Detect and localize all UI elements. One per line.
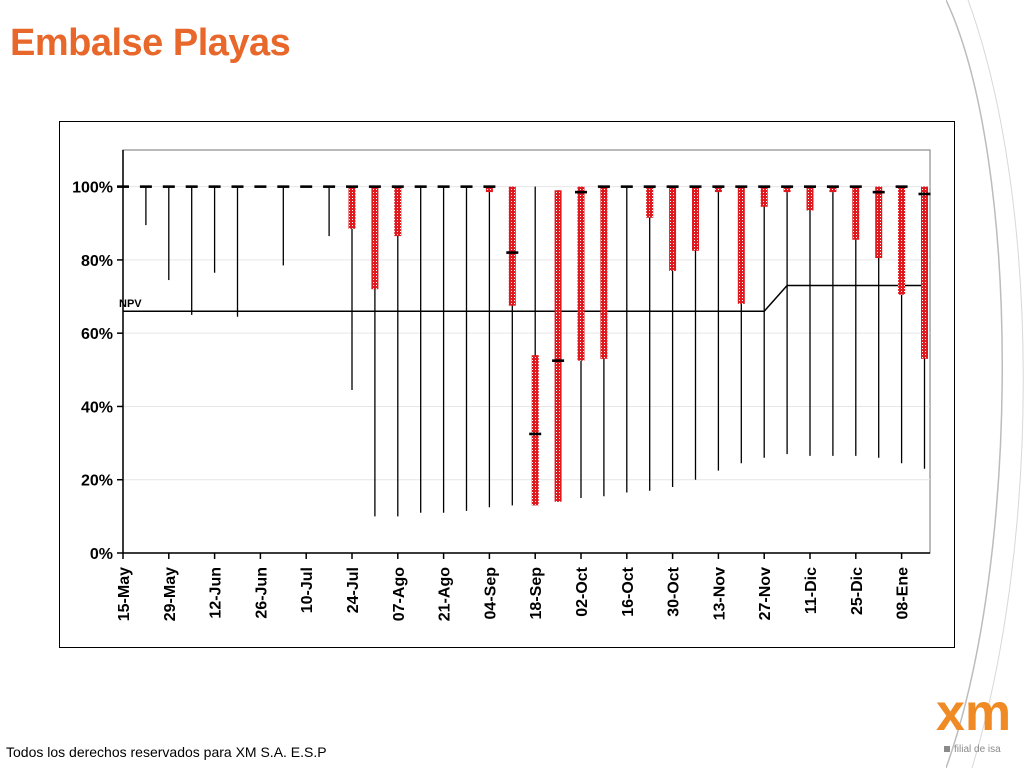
projected-range-bar (348, 186, 356, 229)
projected-range-bar (531, 355, 539, 506)
projected-range-bar (783, 186, 791, 193)
y-tick-label: 80% (81, 253, 113, 270)
y-tick-label: 60% (81, 326, 113, 343)
projected-range-bar (875, 186, 883, 259)
projected-range-bar (669, 186, 677, 271)
y-tick-label: 20% (81, 473, 113, 490)
projected-range-bar (371, 186, 379, 290)
npv-label: NPV (119, 298, 142, 310)
projected-range-bar (714, 186, 722, 193)
projected-range-bar (806, 186, 814, 211)
projected-range-bar (508, 186, 516, 306)
projected-range-bar (577, 186, 585, 361)
projected-range-bar (760, 186, 768, 207)
logo-lettering: xm (936, 684, 1011, 742)
x-tick-label: 24-Jul (345, 567, 362, 613)
y-tick-label: 100% (72, 180, 113, 197)
chart-frame: 0% 20% 40% 60% 80% 100% 15-May 29-May 12-Jun 26-J… (59, 121, 955, 648)
projected-range-bar (554, 190, 562, 502)
x-tick-label: 26-Jun (253, 567, 270, 619)
logo-subtext: filial de isa (944, 744, 1001, 755)
decorative-arc (946, 0, 1024, 768)
projected-range-bar (737, 186, 745, 304)
y-tick-label: 0% (90, 546, 113, 563)
x-tick-label: 12-Jun (208, 567, 225, 619)
logo-subtext-label: filial de isa (954, 744, 1001, 755)
x-tick-label: 13-Nov (711, 567, 728, 620)
x-tick-label: 04-Sep (482, 567, 499, 620)
projected-range-bar (921, 186, 928, 359)
x-tick-label: 02-Oct (574, 566, 591, 616)
chart-plot: 0% 20% 40% 60% 80% 100% 15-May 29-May 12-Jun 26-J… (72, 149, 931, 621)
x-tick-label: 27-Nov (757, 567, 774, 620)
projected-range-bar (394, 186, 402, 237)
x-tick-label: 30-Oct (666, 566, 683, 616)
x-tick-label: 11-Dic (803, 567, 820, 614)
xm-logo: xm (936, 684, 1011, 742)
x-tick-label: 29-May (162, 567, 179, 621)
projected-range-bar (829, 186, 837, 193)
projected-range-bar (898, 186, 906, 295)
y-tick-label: 40% (81, 399, 113, 416)
projected-range-bar (600, 186, 608, 359)
x-tick-label: 16-Oct (620, 566, 637, 616)
npv-line (123, 284, 925, 312)
x-tick-label: 15-May (116, 567, 133, 621)
projected-range-bar (692, 186, 699, 251)
slide-title: Embalse Playas (10, 22, 291, 64)
x-tick-label: 10-Jul (299, 567, 316, 613)
projected-range-bar (852, 186, 860, 240)
projected-range-bar (485, 186, 493, 193)
x-tick-label: 25-Dic (849, 567, 866, 615)
x-tick-label: 21-Ago (437, 567, 454, 621)
projected-range-bar (646, 186, 654, 218)
x-tick-label: 18-Sep (528, 567, 545, 620)
x-tick-label: 07-Ago (391, 567, 408, 621)
x-tick-label: 08-Ene (895, 567, 912, 620)
footer-copyright: Todos los derechos reservados para XM S.… (6, 744, 327, 760)
